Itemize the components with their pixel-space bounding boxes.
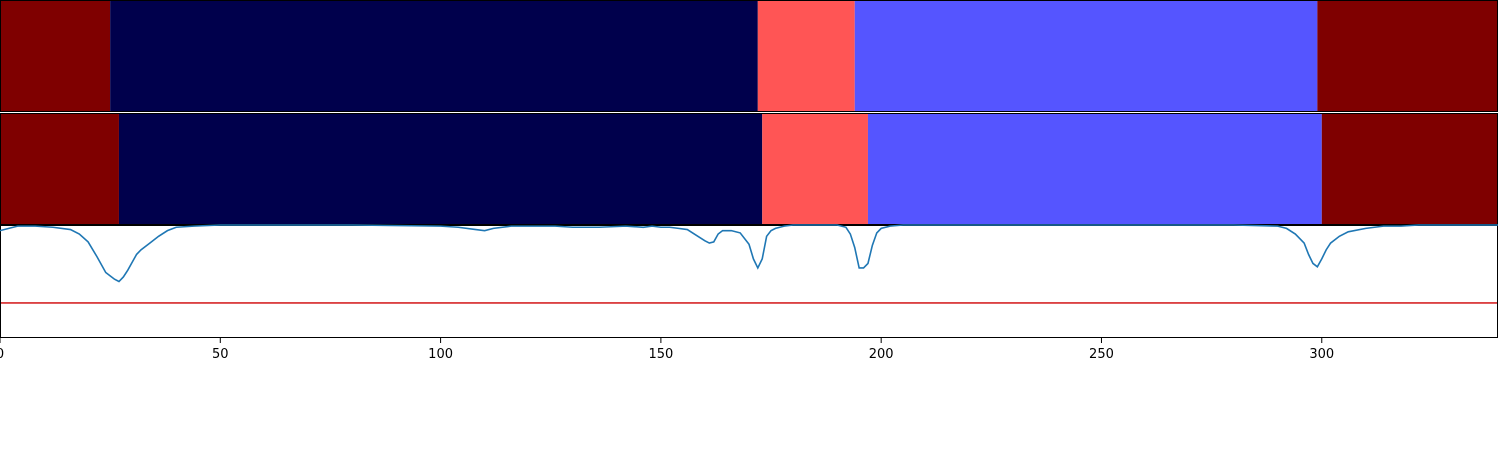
x-tick-label: 250	[1089, 347, 1114, 362]
x-tick-label: 150	[648, 347, 673, 362]
x-tick-label: 200	[869, 347, 894, 362]
x-tick-label: 100	[428, 347, 453, 362]
segment-2-5	[1321, 113, 1498, 225]
x-axis: 0 50 100 150 200 250 300	[0, 338, 1334, 362]
segment-1-1	[0, 0, 111, 112]
x-tick-label: 50	[212, 347, 229, 362]
score-line	[0, 224, 1498, 283]
x-tick-label: 0	[0, 347, 4, 362]
panel-frame	[0, 113, 1498, 225]
segment-1-3	[757, 0, 855, 112]
segment-2-2	[118, 113, 763, 225]
segment-2-3	[762, 113, 868, 225]
segment-1-2	[110, 0, 758, 112]
segment-bar-panel-2	[0, 113, 1498, 225]
score-line-panel	[0, 224, 1498, 338]
panel-frame	[0, 225, 1498, 338]
segment-1-5	[1317, 0, 1498, 112]
segment-2-4	[867, 113, 1322, 225]
segment-1-4	[854, 0, 1318, 112]
x-tick-label: 300	[1309, 347, 1334, 362]
segment-2-1	[0, 113, 119, 225]
panel-frame	[0, 0, 1498, 112]
segment-bar-panel-1	[0, 0, 1498, 112]
